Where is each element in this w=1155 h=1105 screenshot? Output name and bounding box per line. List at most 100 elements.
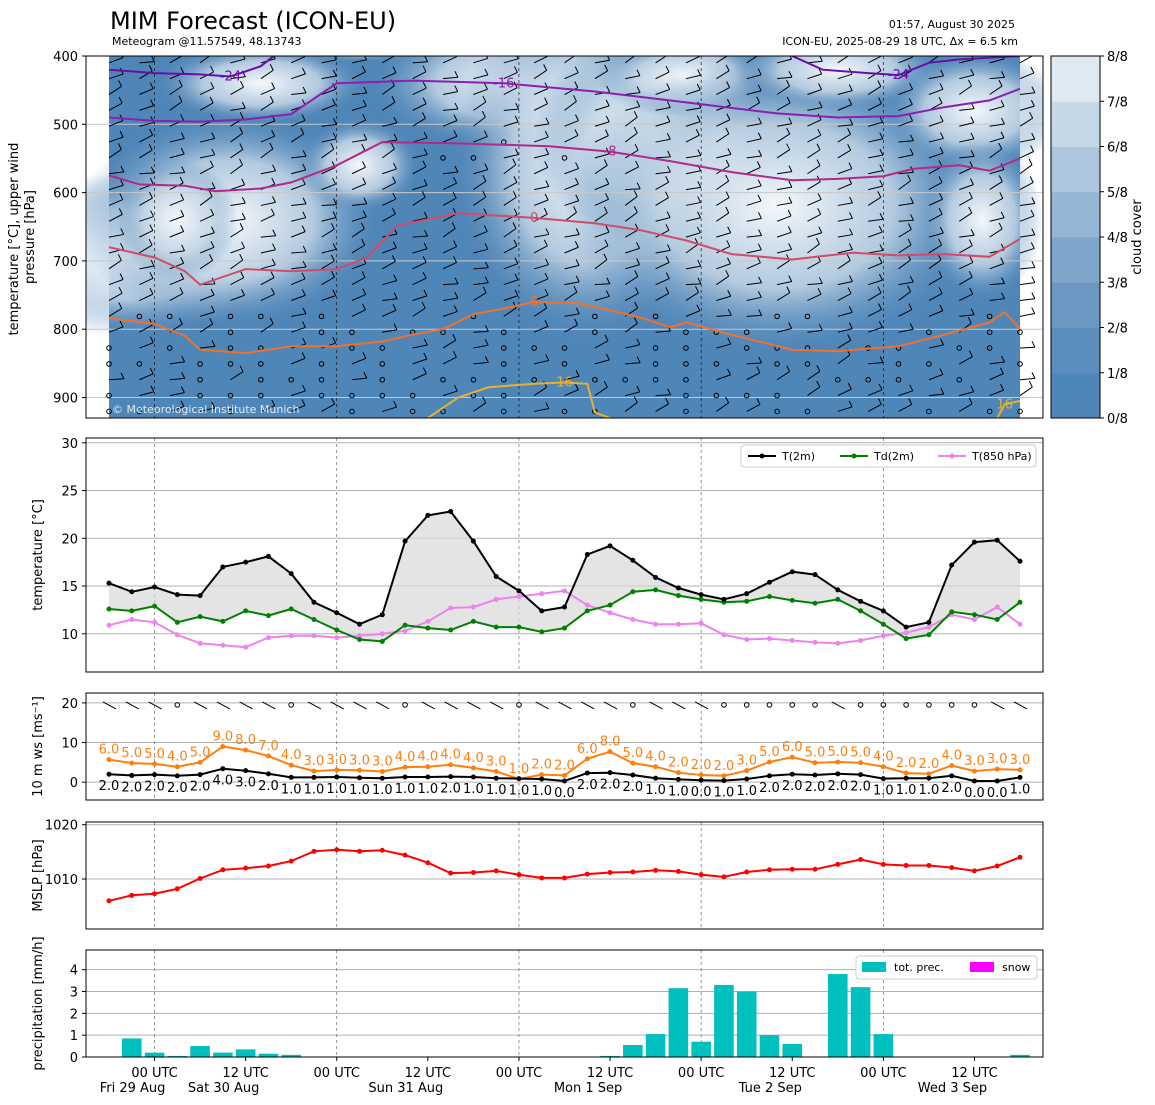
wind-barb-flag <box>604 334 609 342</box>
temp-series-1-point <box>880 621 886 627</box>
colorbar-segment <box>1051 282 1100 328</box>
precip-bar <box>782 1043 803 1057</box>
calm-wind-marker <box>258 361 264 367</box>
wind-barb <box>169 231 184 238</box>
wind-barb-flag <box>938 160 943 167</box>
wind-barb <box>534 359 549 365</box>
wind-barb-flag <box>907 223 912 230</box>
calm-wind-marker <box>106 345 112 351</box>
wind-barb-flag <box>786 286 791 293</box>
wind-barb <box>898 291 911 301</box>
wind-barb-flag <box>331 397 336 405</box>
wind-barb-flag <box>301 114 306 121</box>
wind-barb-flag <box>454 277 459 284</box>
wind-barb-flag <box>788 117 793 124</box>
wind-barb <box>624 292 639 301</box>
temp-series-2-point <box>1017 621 1023 627</box>
colorbar-segment <box>1051 237 1100 283</box>
calm-wind-marker <box>926 408 932 415</box>
mslp-point <box>288 858 294 864</box>
wind-barb-flag <box>514 289 519 296</box>
wind-barb-flag <box>575 162 580 169</box>
temp-series-0-point <box>744 591 750 597</box>
mean-wind-value-label: 2.0 <box>850 780 871 795</box>
wind-barb <box>867 292 882 301</box>
wind-barb <box>1019 234 1035 238</box>
temp-series-0-point <box>607 543 613 549</box>
wind-barb-flag <box>272 229 277 236</box>
gust-point <box>311 768 317 774</box>
gust-point <box>357 767 363 773</box>
wind-barb <box>442 356 457 365</box>
wind-barb-flag <box>150 385 155 392</box>
wind-barb-flag <box>149 336 154 343</box>
colorbar-tick-label: 2/8 <box>1107 322 1128 337</box>
wind-barb <box>108 120 124 127</box>
precip-bar <box>623 1044 643 1057</box>
xtick-date-label: Tue 2 Sep <box>738 1081 802 1096</box>
legend-swatch <box>970 962 994 972</box>
wind-barb-flag <box>940 132 944 139</box>
calm-wind-marker <box>349 408 355 415</box>
colorbar-segment <box>1051 372 1100 419</box>
wind-barb-flag <box>758 356 763 364</box>
mean-wind-point <box>584 770 590 776</box>
gust-point <box>197 759 203 765</box>
legend-label: snow <box>1002 961 1030 974</box>
calm-wind-marker <box>197 361 203 367</box>
wind-barb-flag <box>211 340 216 347</box>
wind-barb-flag <box>847 128 852 135</box>
wind-barb <box>831 701 846 710</box>
legend-marker <box>851 453 857 459</box>
wind-barb-flag <box>939 115 944 122</box>
colorbar-tick-label: 0/8 <box>1107 412 1128 427</box>
wind-barb-flag <box>330 142 335 150</box>
wind-barb-flag <box>241 101 246 109</box>
wind-barb <box>558 701 572 710</box>
wind-barb <box>959 166 974 175</box>
wind-barb <box>1019 386 1033 397</box>
gust-point <box>402 764 408 770</box>
wind-barb-flag <box>180 147 185 155</box>
mslp-point <box>243 865 249 871</box>
wind-barb <box>169 262 184 270</box>
wind-barb <box>382 182 396 191</box>
mean-wind-point <box>721 778 727 784</box>
wind-barb <box>291 390 306 397</box>
temp-series-1-point <box>334 627 340 633</box>
wind-barb-flag <box>118 286 123 294</box>
wind-barb-flag <box>726 113 731 120</box>
wind-barb-flag <box>788 196 793 204</box>
calm-wind-marker <box>895 376 902 383</box>
wind-barb <box>533 278 549 286</box>
wind-barb-flag <box>786 365 791 372</box>
wind-barb <box>959 293 973 301</box>
wind-barb-flag <box>605 290 610 297</box>
gust-value-label: 6.0 <box>577 742 598 757</box>
colorbar-tick-label: 1/8 <box>1107 367 1128 382</box>
wind-barb <box>473 267 489 270</box>
wind-barb-flag <box>970 68 975 76</box>
wind-barb <box>655 71 670 80</box>
wind-barb <box>807 370 821 381</box>
wind-barb-flag <box>575 370 580 377</box>
wind-barb <box>625 106 640 111</box>
wind-barb <box>533 264 549 270</box>
wind-barb-flag <box>938 207 943 215</box>
mean-wind-value-label: 1.0 <box>873 784 894 799</box>
wind-barb <box>376 701 390 710</box>
gust-value-label: 3.0 <box>1010 753 1031 768</box>
temperature-legend: T(2m) Td(2m) T(850 hPa) <box>740 444 1037 468</box>
wind-barb-flag <box>574 66 579 73</box>
ytick-label: 0 <box>70 776 78 791</box>
wind-barb-flag <box>575 228 580 235</box>
temp-series-1-point <box>653 587 659 593</box>
wind-barb-flag <box>209 48 212 54</box>
wind-barb <box>291 217 306 222</box>
wind-barb <box>533 136 549 143</box>
wind-barb <box>928 198 943 206</box>
wind-barb <box>421 701 436 710</box>
temp-series-1-point <box>789 597 795 603</box>
ytick-label: 1 <box>70 1029 78 1044</box>
wind-barb <box>716 180 729 191</box>
